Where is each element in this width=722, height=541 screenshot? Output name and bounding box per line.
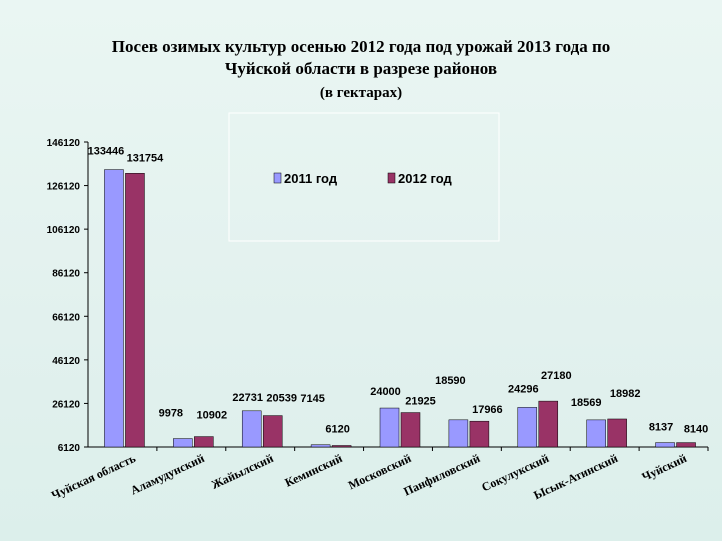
data-label: 131754: [127, 152, 165, 164]
y-ticks: 6120 26120 46120 66120 86120 106120 126120 1461…: [47, 138, 88, 454]
data-label: 8140: [684, 424, 708, 436]
bar-2012: [538, 400, 559, 448]
category-label: Кеминский: [283, 451, 345, 490]
bar-2012: [331, 445, 352, 448]
data-label: 18982: [610, 388, 641, 400]
y-tick-label: 6120: [58, 443, 81, 454]
data-label: 17966: [472, 404, 503, 416]
bar-2011: [586, 419, 606, 448]
bar-2011: [379, 407, 400, 448]
chart-title-line-1: Посев озимых культур осенью 2012 года по…: [112, 37, 611, 56]
bar-2012: [607, 418, 627, 448]
y-tick-label: 146120: [47, 138, 81, 149]
data-label: 22731: [232, 392, 263, 404]
bar-2012: [469, 420, 490, 448]
bar-2011: [104, 169, 124, 448]
bar-2012: [676, 442, 696, 448]
y-tick-label: 66120: [52, 312, 80, 323]
data-label: 9978: [159, 408, 183, 420]
bar-2012: [125, 173, 145, 448]
bar-2011: [517, 407, 538, 448]
category-label: Чуйский: [640, 451, 689, 484]
data-label: 21925: [405, 396, 436, 408]
data-label: 10902: [197, 410, 228, 422]
bar-2012: [194, 436, 214, 448]
bar-2012: [262, 415, 283, 448]
category-label: Жайылский: [209, 451, 275, 492]
data-label: 18590: [435, 375, 466, 387]
data-label: 7145: [300, 393, 324, 405]
bar-2011: [448, 419, 469, 448]
bar-2011: [310, 444, 331, 448]
legend-box: [228, 112, 500, 242]
y-tick-label: 126120: [47, 182, 81, 193]
data-label: 24000: [370, 386, 401, 398]
category-label: Панфиловский: [401, 451, 482, 499]
data-label: 27180: [541, 370, 572, 382]
legend-label-2011: 2011 год: [284, 171, 338, 186]
chart-title-line-2: Чуйской области в разрезе районов: [225, 59, 497, 78]
data-label: 6120: [325, 424, 349, 436]
data-label: 133446: [88, 146, 125, 158]
bar-2011: [241, 410, 262, 448]
bar-2011: [173, 438, 193, 448]
category-label: Чуйская область: [49, 451, 138, 503]
chart-title-line-3: (в гектарах): [320, 85, 402, 101]
data-label: 20539: [266, 393, 297, 405]
legend-swatch-2011: [273, 172, 282, 184]
bar-2012: [400, 412, 421, 448]
data-label: 18569: [571, 397, 602, 409]
category-label: Аламудунский: [128, 451, 206, 497]
bars: [104, 169, 696, 448]
legend-label-2012: 2012 год: [398, 171, 453, 186]
legend-swatch-2012: [387, 172, 396, 184]
y-tick-label: 26120: [52, 399, 80, 410]
data-label: 8137: [649, 422, 673, 434]
bar-2011: [655, 442, 675, 448]
y-tick-label: 86120: [52, 269, 80, 280]
y-tick-label: 46120: [52, 356, 80, 367]
y-tick-label: 106120: [47, 225, 81, 236]
data-label: 24296: [508, 383, 539, 395]
